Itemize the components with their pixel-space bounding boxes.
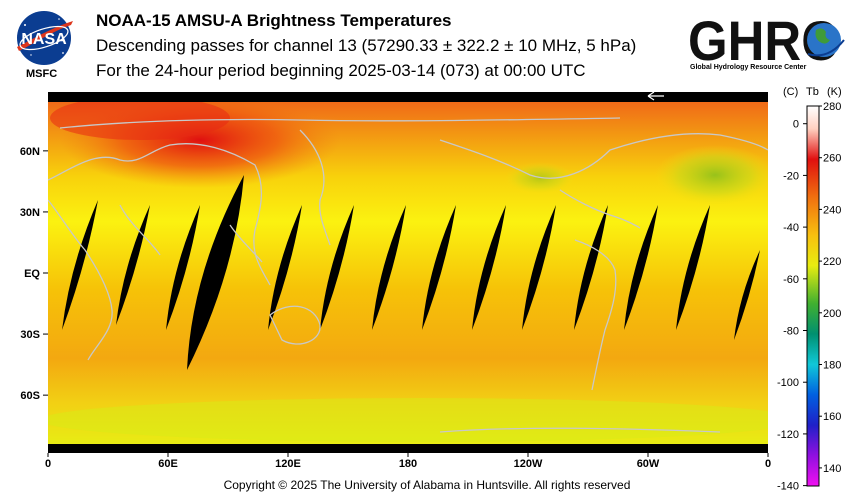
orbit-gaps (8, 175, 760, 370)
longitude-labels: 0 60E 120E 180 120W 60W 0 (45, 453, 771, 470)
ghrc-subtitle: Global Hydrology Resource Center (690, 64, 807, 71)
kelvin-tick-5: 180 (823, 360, 841, 372)
celsius-tick-4: -80 (783, 326, 799, 338)
direction-arrow-icon (647, 91, 664, 101)
orbit-gap-6 (320, 205, 354, 330)
kelvin-tick-4: 200 (823, 308, 841, 320)
colorbar-unit-celsius: (C) (783, 86, 799, 98)
chart-subtitle: Descending passes for channel 13 (57290.… (96, 36, 637, 55)
lat-label-0: 60N (20, 146, 40, 158)
celsius-tick-5: -100 (777, 377, 799, 389)
lon-label-3: 180 (399, 458, 417, 470)
nasa-wordmark: NASA (21, 31, 67, 48)
period-label: For the 24-hour period beginning 2025-03… (96, 61, 586, 80)
celsius-tick-2: -40 (783, 222, 799, 234)
orbit-gap-10 (522, 205, 556, 330)
lon-label-0: 0 (45, 458, 51, 470)
lat-label-3: 30S (20, 329, 40, 341)
orbit-gap-12 (624, 205, 658, 330)
orbit-gap-9 (472, 205, 506, 330)
orbit-gap-13 (676, 205, 710, 330)
ghrc-logo: GHRC (688, 10, 845, 66)
orbit-gap-11 (574, 205, 608, 330)
celsius-tick-1: -20 (783, 170, 799, 182)
lat-label-1: 30N (20, 207, 40, 219)
orbit-gap-5 (268, 205, 302, 330)
celsius-tick-3: -60 (783, 274, 799, 286)
celsius-tick-0: 0 (793, 119, 799, 131)
orbit-gap-7 (372, 205, 406, 330)
orbit-gap-0 (8, 210, 44, 270)
kelvin-tick-3: 220 (823, 256, 841, 268)
copyright-notice: Copyright © 2025 The University of Alaba… (223, 478, 631, 492)
lon-label-6: 0 (765, 458, 771, 470)
kelvin-tick-2: 240 (823, 204, 841, 216)
lon-label-2: 120E (275, 458, 301, 470)
lat-label-4: 60S (20, 390, 40, 402)
colorbar-unit-tb: Tb (806, 86, 819, 98)
coastlines (48, 117, 768, 433)
msfc-label: MSFC (26, 68, 58, 80)
celsius-tick-7: -140 (777, 481, 799, 493)
kelvin-tick-1: 260 (823, 153, 841, 165)
colorbar-unit-kelvin: (K) (827, 86, 842, 98)
lon-label-4: 120W (514, 458, 543, 470)
celsius-tick-6: -120 (777, 429, 799, 441)
kelvin-tick-6: 160 (823, 411, 841, 423)
orbit-gap-8 (422, 205, 456, 330)
lon-label-1: 60E (158, 458, 178, 470)
orbit-gap-3 (166, 205, 200, 330)
orbit-gap-2 (116, 205, 150, 325)
orbit-gap-14 (734, 250, 760, 340)
latitude-labels: 60N 30N EQ 30S 60S (20, 146, 48, 402)
colorbar (806, 105, 820, 487)
orbit-gap-4 (187, 175, 244, 370)
orbit-gap-1 (62, 200, 98, 330)
chart-title: NOAA-15 AMSU-A Brightness Temperatures (96, 11, 452, 30)
kelvin-tick-0: 280 (823, 101, 841, 113)
lon-label-5: 60W (637, 458, 660, 470)
lat-label-2: EQ (24, 268, 40, 280)
colorbar-ticks: 280 260 240 220 200 180 160 140 0 -20 -40 -60 -80 -10… (777, 101, 841, 493)
kelvin-tick-7: 140 (823, 463, 841, 475)
nasa-logo: NASA (17, 11, 73, 65)
